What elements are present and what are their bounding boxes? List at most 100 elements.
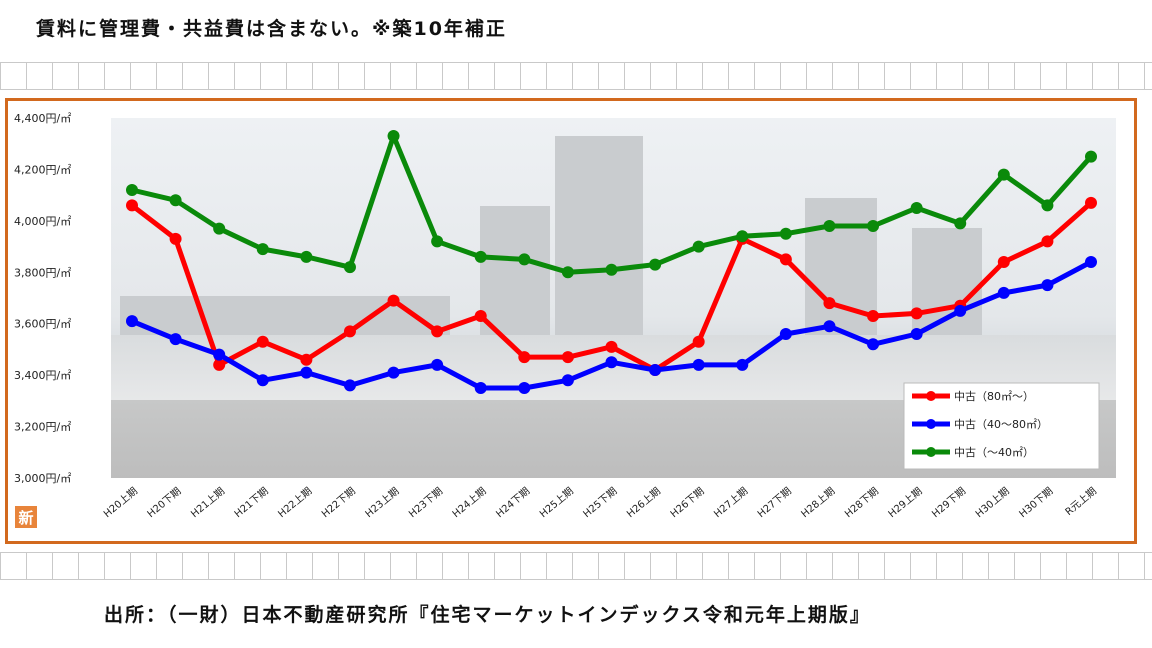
data-point — [954, 217, 967, 230]
data-point — [649, 258, 662, 271]
data-point — [213, 348, 226, 361]
x-tick-label: H25上期 — [537, 485, 576, 520]
y-tick-label: 4,400円/㎡ — [14, 112, 71, 125]
y-tick-label: 3,000円/㎡ — [14, 472, 71, 485]
data-point — [256, 335, 269, 348]
data-point — [736, 230, 749, 243]
data-point — [1041, 279, 1054, 292]
legend: 中古（80㎡～） 中古（40～80㎡） 中古（～40㎡） — [903, 382, 1100, 470]
data-point — [126, 184, 138, 196]
grid-band-bottom — [0, 552, 1152, 580]
data-point — [300, 353, 313, 366]
data-point — [431, 358, 444, 371]
x-tick-label: H24上期 — [450, 485, 489, 520]
data-point — [692, 240, 705, 253]
data-point — [518, 253, 531, 266]
data-point — [692, 335, 705, 348]
x-tick-label: H20上期 — [101, 485, 140, 520]
y-tick-label: 3,600円/㎡ — [14, 318, 71, 331]
data-point — [779, 227, 792, 240]
data-point — [779, 253, 792, 266]
x-tick-label: H28下期 — [842, 485, 881, 520]
data-point — [823, 297, 836, 310]
data-point — [605, 356, 618, 369]
data-point — [867, 338, 880, 351]
data-point — [387, 294, 400, 307]
data-point — [1041, 235, 1054, 248]
data-point — [256, 243, 269, 256]
data-point — [387, 366, 400, 379]
data-point — [343, 325, 356, 338]
data-point — [213, 222, 226, 235]
data-point — [823, 320, 836, 333]
x-tick-label: H23下期 — [407, 485, 446, 520]
y-tick-label: 4,200円/㎡ — [14, 163, 71, 176]
data-point — [910, 202, 923, 214]
x-tick-label: H30上期 — [973, 485, 1012, 520]
data-point — [605, 263, 618, 276]
y-tick-label: 4,000円/㎡ — [14, 215, 71, 228]
data-point — [256, 374, 269, 387]
data-point — [474, 310, 487, 322]
legend-label: 中古（80㎡～） — [954, 390, 1034, 403]
x-tick-label: H23上期 — [363, 485, 402, 520]
x-tick-label: H28上期 — [799, 485, 838, 520]
data-point — [300, 250, 313, 263]
data-point — [518, 382, 531, 394]
x-tick-label: H20下期 — [145, 485, 184, 520]
data-point — [867, 310, 880, 322]
y-tick-label: 3,400円/㎡ — [14, 369, 71, 382]
series-line-2 — [131, 259, 1093, 391]
data-point — [605, 340, 618, 353]
y-tick-label: 3,200円/㎡ — [14, 421, 71, 434]
data-point — [431, 235, 444, 248]
series-lines — [126, 130, 1097, 394]
header-note: 賃料に管理費・共益費は含まない。※築10年補正 — [36, 18, 507, 40]
data-point — [823, 220, 836, 232]
data-point — [169, 333, 182, 346]
data-point — [169, 232, 182, 245]
y-axis-ticks: 3,000円/㎡ 3,200円/㎡ 3,400円/㎡ 3,600円/㎡ 3,800円/㎡… — [14, 112, 71, 485]
legend-marker — [926, 391, 936, 401]
data-point — [518, 351, 531, 364]
data-point — [343, 379, 356, 392]
x-tick-label: H22下期 — [319, 485, 358, 520]
x-tick-label: H26上期 — [624, 485, 663, 520]
data-point — [954, 304, 967, 317]
data-point — [997, 168, 1010, 181]
x-tick-label: H21下期 — [232, 485, 271, 520]
x-tick-label: H25下期 — [581, 485, 620, 520]
legend-label: 中古（40～80㎡） — [954, 418, 1048, 431]
x-tick-label: H30下期 — [1017, 485, 1056, 520]
legend-label: 中古（～40㎡） — [954, 446, 1034, 459]
data-point — [1085, 150, 1097, 163]
data-point — [300, 366, 313, 379]
data-point — [474, 382, 487, 394]
source-note: 出所：（一財）日本不動産研究所『住宅マーケットインデックス令和元年上期版』 — [104, 604, 871, 626]
data-point — [997, 286, 1010, 299]
legend-marker — [926, 447, 936, 457]
new-badge: 新 — [15, 506, 37, 528]
data-point — [649, 364, 662, 376]
x-tick-label: H26下期 — [668, 485, 707, 520]
data-point — [1085, 196, 1097, 209]
data-point — [561, 374, 574, 387]
data-point — [779, 328, 792, 340]
legend-marker — [926, 419, 936, 429]
x-tick-label: H24下期 — [494, 485, 533, 520]
x-tick-label: H29下期 — [930, 485, 969, 520]
data-point — [474, 250, 487, 263]
x-tick-label: H27下期 — [755, 485, 794, 520]
data-point — [431, 325, 444, 338]
data-point — [1041, 199, 1054, 212]
data-point — [692, 358, 705, 371]
background-tower-2 — [480, 206, 550, 336]
data-point — [997, 256, 1010, 268]
data-point — [213, 358, 226, 371]
series-line-3 — [131, 133, 1093, 275]
data-point — [343, 261, 356, 274]
data-point — [169, 194, 182, 207]
x-tick-label: H29上期 — [886, 485, 925, 520]
data-point — [1085, 256, 1097, 268]
